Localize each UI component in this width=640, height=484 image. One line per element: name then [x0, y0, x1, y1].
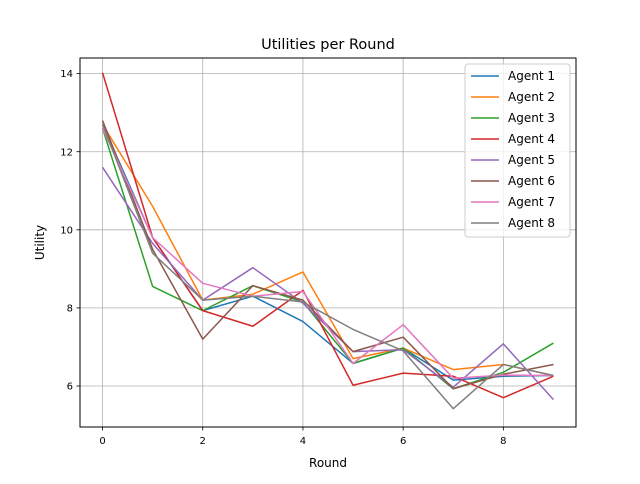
legend-label: Agent 3	[508, 111, 555, 125]
legend-label: Agent 4	[508, 132, 555, 146]
legend-entry: Agent 4	[471, 132, 555, 146]
series-line-7	[101, 127, 554, 379]
x-tick-label: 8	[500, 436, 506, 447]
legend-entry: Agent 5	[471, 153, 555, 167]
y-tick-label: 8	[67, 304, 73, 315]
y-axis-ticks: 6 8 10 12 14	[60, 69, 80, 393]
y-axis-label: Utility	[33, 225, 47, 260]
legend-entry: Agent 1	[471, 69, 555, 83]
y-tick-label: 6	[67, 382, 73, 393]
legend-label: Agent 7	[508, 195, 555, 209]
series-line-8	[101, 124, 554, 410]
x-axis-ticks: 0 2 4 6 8	[99, 427, 507, 447]
plot-frame	[79, 57, 577, 428]
series-line-6	[101, 120, 554, 390]
legend-entry: Agent 8	[471, 216, 555, 230]
x-tick-label: 4	[300, 436, 306, 447]
series-line-3	[101, 128, 554, 390]
legend-label: Agent 2	[508, 90, 555, 104]
legend-label: Agent 1	[508, 69, 555, 83]
legend-entry: Agent 2	[471, 90, 555, 104]
x-tick-label: 2	[200, 436, 206, 447]
x-tick-label: 6	[400, 436, 406, 447]
chart-title: Utilities per Round	[261, 37, 395, 53]
legend-label: Agent 5	[508, 153, 555, 167]
legend-entry: Agent 6	[471, 174, 555, 188]
legend: Agent 1 Agent 2 Agent 3 Agent 4 Agent 5 Agent…	[464, 63, 571, 238]
x-axis-label: Round	[309, 456, 347, 470]
legend-entries: Agent 1 Agent 2 Agent 3 Agent 4 Agent 5 Agent…	[471, 69, 555, 230]
legend-label: Agent 6	[508, 174, 555, 188]
y-tick-label: 10	[60, 225, 73, 236]
legend-label: Agent 8	[508, 216, 555, 230]
y-tick-label: 12	[60, 147, 73, 158]
legend-entry: Agent 7	[471, 195, 555, 209]
x-tick-label: 0	[99, 436, 105, 447]
legend-entry: Agent 3	[471, 111, 555, 125]
series-lines	[101, 72, 555, 410]
legend-box	[464, 63, 571, 238]
y-tick-label: 14	[60, 69, 73, 80]
